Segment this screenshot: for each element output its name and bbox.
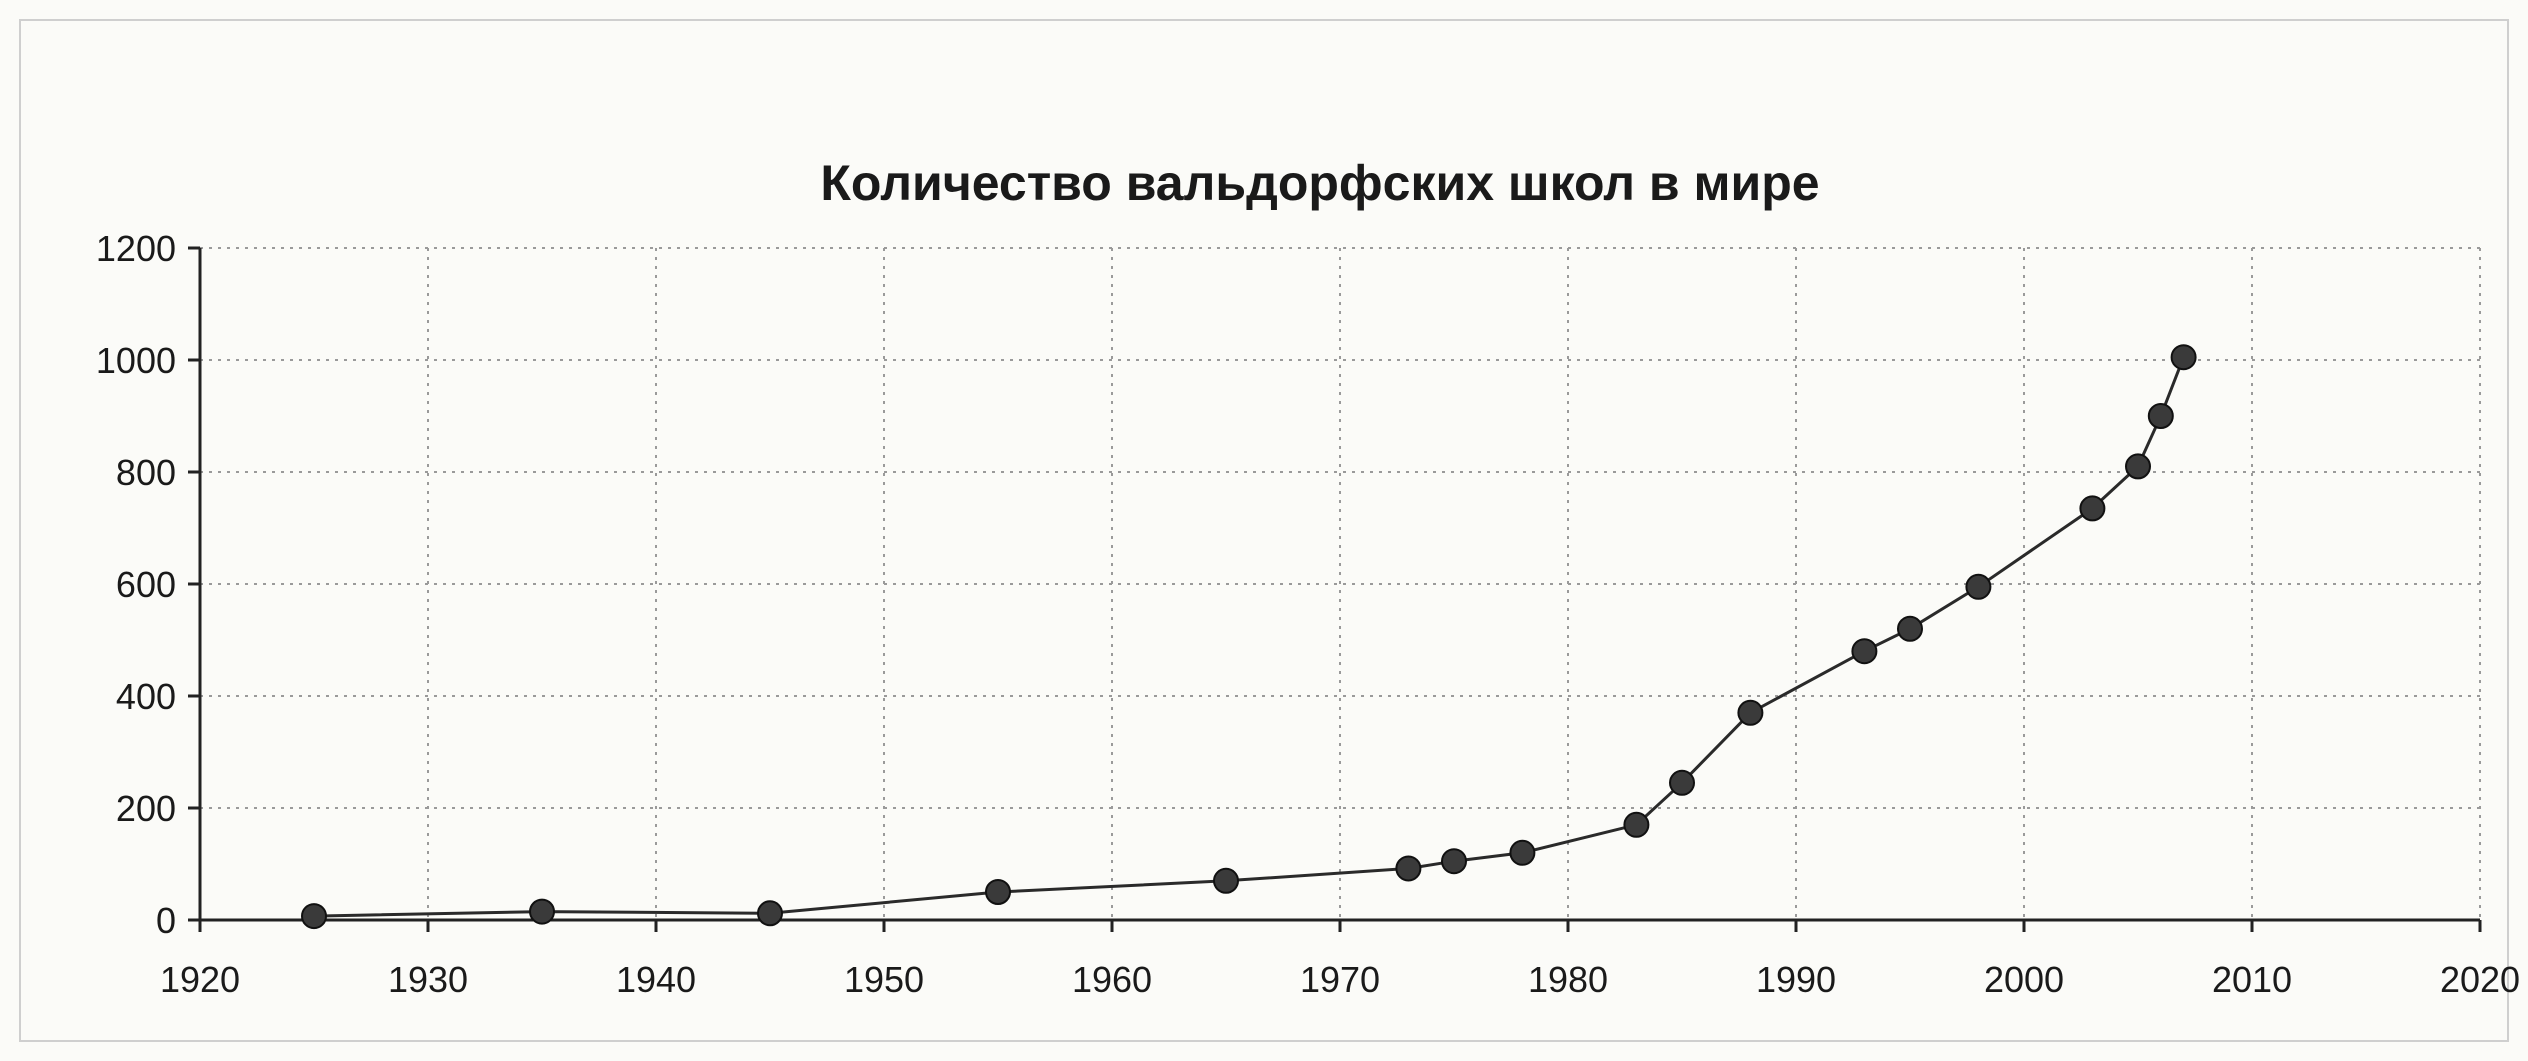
data-point bbox=[1213, 867, 1239, 894]
chart-border bbox=[19, 19, 2509, 1042]
data-point bbox=[2147, 403, 2174, 429]
x-tick-label: 2020 bbox=[2440, 959, 2520, 1000]
data-point bbox=[1851, 638, 1878, 665]
data-point bbox=[1669, 769, 1695, 796]
y-tick-label: 800 bbox=[116, 452, 176, 493]
y-tick-label: 400 bbox=[116, 676, 176, 717]
x-tick-label: 1990 bbox=[1756, 959, 1836, 1000]
data-point bbox=[1737, 699, 1764, 726]
data-point bbox=[301, 903, 327, 930]
y-tick-label: 1000 bbox=[96, 340, 176, 381]
series-layer bbox=[301, 344, 2197, 930]
data-point bbox=[985, 879, 1011, 905]
data-point bbox=[1623, 811, 1650, 838]
x-tick-label: 1970 bbox=[1300, 959, 1380, 1000]
x-tick-label: 1950 bbox=[844, 959, 924, 1000]
x-tick-label: 1940 bbox=[616, 959, 696, 1000]
data-point bbox=[1395, 855, 1422, 882]
y-tick-label: 0 bbox=[156, 900, 176, 941]
data-point bbox=[529, 898, 555, 925]
tick-label-layer: 1920 1930 1940 1950 1960 1970 1980 1990 2000 2010… bbox=[96, 228, 2520, 1000]
x-tick-label: 1980 bbox=[1528, 959, 1608, 1000]
data-point bbox=[1509, 839, 1536, 866]
data-point bbox=[1965, 573, 1992, 600]
data-point bbox=[1441, 848, 1467, 875]
data-point bbox=[2125, 453, 2151, 480]
grid-layer bbox=[200, 247, 2481, 920]
y-tick-label: 600 bbox=[116, 564, 176, 605]
data-point bbox=[2079, 495, 2106, 522]
chart-title: Количество вальдорфских школ в мире bbox=[820, 155, 1819, 211]
x-tick-label: 1960 bbox=[1072, 959, 1152, 1000]
data-point bbox=[1897, 615, 1923, 642]
data-point bbox=[757, 900, 783, 927]
x-tick-label: 1920 bbox=[160, 959, 240, 1000]
axis-layer bbox=[188, 246, 2482, 932]
x-tick-label: 2010 bbox=[2212, 959, 2292, 1000]
x-tick-label: 1930 bbox=[388, 959, 468, 1000]
data-point bbox=[2170, 344, 2197, 371]
y-tick-label: 200 bbox=[116, 788, 176, 829]
x-tick-label: 2000 bbox=[1984, 959, 2064, 1000]
y-tick-label: 1200 bbox=[96, 228, 176, 269]
